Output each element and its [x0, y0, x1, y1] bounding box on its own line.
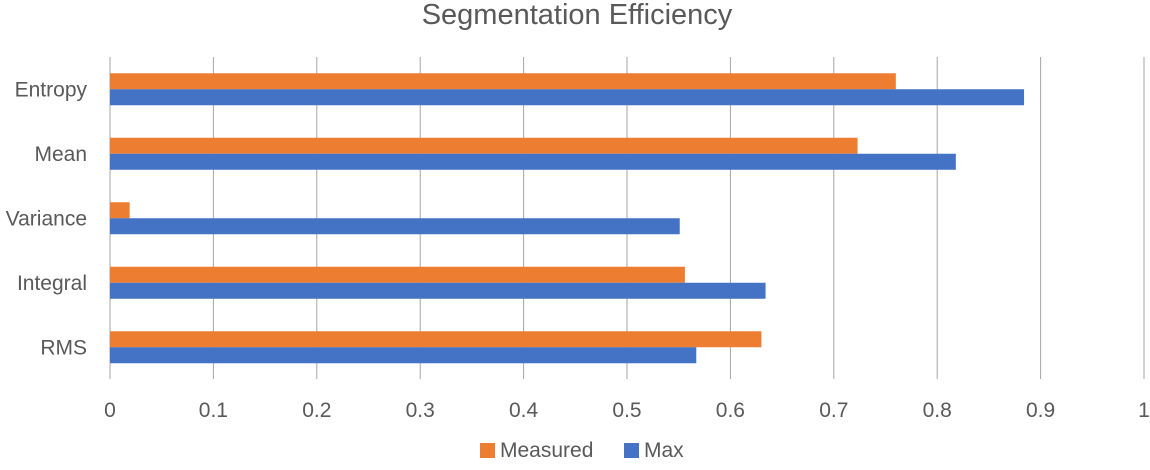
x-tick-label: 1	[1138, 399, 1150, 422]
x-tick-label: 0.6	[716, 399, 745, 422]
x-axis-tick-labels: 0 0.1 0.2 0.3 0.4 0.5 0.6 0.7 0.8 0.9 1	[104, 399, 1150, 422]
category-label: Integral	[17, 272, 87, 295]
bar-measured-variance	[110, 202, 130, 219]
legend-label: Measured	[500, 439, 593, 462]
bar-measured-integral	[110, 266, 685, 283]
category-label: Entropy	[15, 78, 88, 101]
legend-label: Max	[644, 439, 684, 462]
legend-item-max: Max	[624, 439, 684, 462]
grid-layer	[109, 57, 1145, 379]
x-tick-label: 0.2	[302, 399, 331, 422]
legend-item-measured: Measured	[480, 439, 593, 462]
x-tick-label: 0.1	[199, 399, 228, 422]
x-tick-label: 0.8	[923, 399, 952, 422]
legend: Measured Max	[480, 439, 684, 462]
legend-swatch	[480, 443, 495, 458]
x-tick-label: 0.5	[612, 399, 641, 422]
bar-max-rms	[110, 347, 697, 364]
bar-max-entropy	[110, 89, 1025, 106]
bar-max-integral	[110, 282, 766, 299]
category-labels: Entropy Mean Variance Integral RMS	[6, 78, 88, 359]
x-tick-label: 0	[104, 399, 116, 422]
category-label: Variance	[6, 207, 87, 230]
x-tick-label: 0.3	[406, 399, 435, 422]
x-tick-label: 0.9	[1026, 399, 1055, 422]
bar-max-variance	[110, 218, 680, 235]
category-label: RMS	[40, 336, 87, 359]
bar-max-mean	[110, 153, 956, 170]
legend-swatch	[624, 443, 639, 458]
category-label: Mean	[34, 143, 87, 166]
chart-title: Segmentation Efficiency	[422, 0, 733, 31]
x-tick-label: 0.4	[509, 399, 539, 422]
bar-measured-rms	[110, 331, 762, 348]
bar-measured-mean	[110, 137, 858, 154]
bar-measured-entropy	[110, 73, 896, 90]
x-tick-label: 0.7	[819, 399, 848, 422]
bars-layer	[110, 73, 1025, 364]
